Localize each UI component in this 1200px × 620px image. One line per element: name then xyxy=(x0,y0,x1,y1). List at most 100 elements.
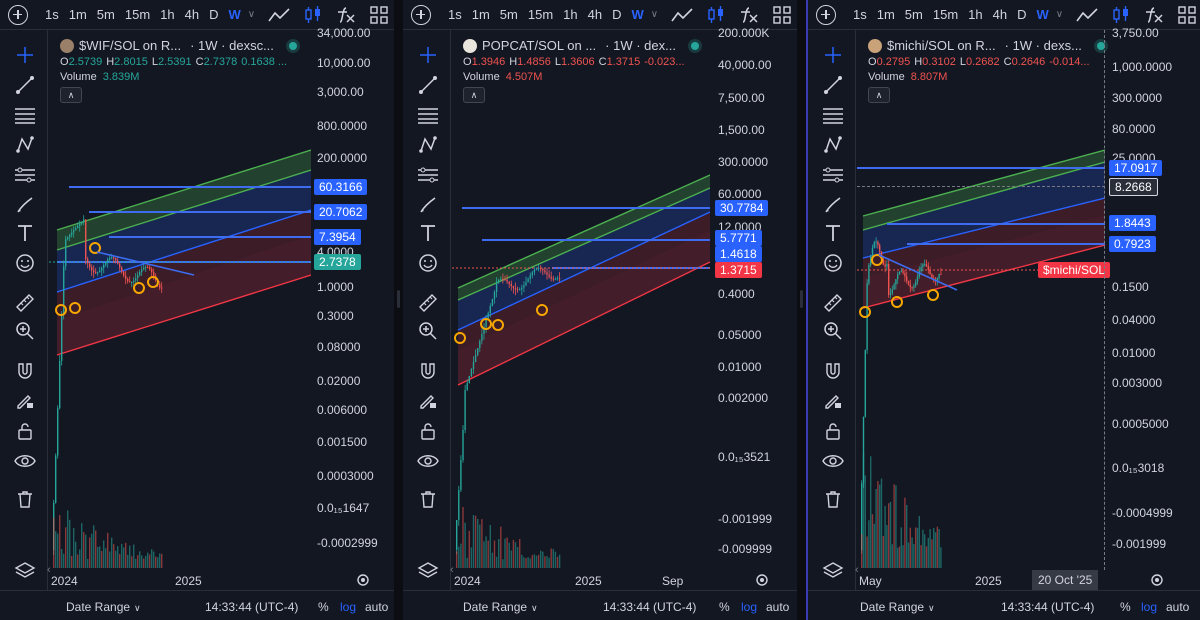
text-icon[interactable] xyxy=(822,222,844,244)
layers-icon[interactable] xyxy=(822,560,844,582)
price-scale[interactable]: 200.000K 40,000.00 7,500.00 1,500.00 300.000… xyxy=(714,26,797,590)
timeframe-5m[interactable]: 5m xyxy=(904,7,923,22)
lock-icon[interactable] xyxy=(14,420,36,442)
lock-drawing-icon[interactable] xyxy=(14,390,36,412)
timeframe-1m[interactable]: 1m xyxy=(471,7,490,22)
emoji-icon[interactable] xyxy=(822,252,844,274)
eye-icon[interactable] xyxy=(822,450,844,472)
log-toggle[interactable]: log xyxy=(741,600,758,614)
timeframe-4h[interactable]: 4h xyxy=(587,7,603,22)
timeframe-1h[interactable]: 1h xyxy=(968,7,983,22)
crosshair-icon[interactable] xyxy=(14,44,36,66)
divider-grip[interactable] xyxy=(397,290,400,308)
candles-icon[interactable] xyxy=(304,5,322,24)
auto-toggle[interactable]: auto xyxy=(365,600,389,614)
chart-canvas[interactable] xyxy=(857,30,1105,590)
timeframe-4h[interactable]: 4h xyxy=(992,7,1008,22)
fib-retracement-icon[interactable] xyxy=(417,104,439,126)
pattern-icon[interactable] xyxy=(14,134,36,156)
timeframe-W[interactable]: W xyxy=(631,7,644,22)
pattern-icon[interactable] xyxy=(822,134,844,156)
timeframe-5m[interactable]: 5m xyxy=(96,7,115,22)
time-scale[interactable]: 2024 2025 Sep ‹ xyxy=(450,564,768,590)
timeframe-W[interactable]: W xyxy=(228,7,241,22)
fib-retracement-icon[interactable] xyxy=(14,104,36,126)
trash-icon[interactable] xyxy=(822,488,844,510)
eye-icon[interactable] xyxy=(417,450,439,472)
candles-icon[interactable] xyxy=(1112,5,1130,24)
chevron-down-icon[interactable]: ∨ xyxy=(247,9,256,20)
price-scale[interactable]: 34,000.00 10,000.00 3,000.00 800.0000 200.00… xyxy=(313,26,394,590)
forecast-icon[interactable] xyxy=(14,164,36,186)
date-range-button[interactable]: Date Range ∨ xyxy=(860,600,935,614)
timeframe-1s[interactable]: 1s xyxy=(448,7,462,22)
layouts-icon[interactable] xyxy=(1178,5,1196,24)
timeframe-1s[interactable]: 1s xyxy=(853,7,867,22)
crosshair-icon[interactable] xyxy=(417,44,439,66)
settings-icon[interactable] xyxy=(1150,573,1164,587)
forecast-icon[interactable] xyxy=(822,164,844,186)
log-toggle[interactable]: log xyxy=(340,600,357,614)
layers-icon[interactable] xyxy=(14,560,36,582)
timeframe-15m[interactable]: 15m xyxy=(527,7,554,22)
text-icon[interactable] xyxy=(14,222,36,244)
chart-canvas[interactable] xyxy=(452,30,710,590)
timeframe-W[interactable]: W xyxy=(1036,7,1049,22)
date-range-button[interactable]: Date Range ∨ xyxy=(463,600,538,614)
trendline-icon[interactable] xyxy=(14,74,36,96)
timeframe-5m[interactable]: 5m xyxy=(499,7,518,22)
collapse-legend-button[interactable]: ∧ xyxy=(868,87,890,103)
timeframe-15m[interactable]: 15m xyxy=(932,7,959,22)
auto-toggle[interactable]: auto xyxy=(1166,600,1190,614)
trash-icon[interactable] xyxy=(417,488,439,510)
line-chart-icon[interactable] xyxy=(268,7,290,23)
trendline-icon[interactable] xyxy=(822,74,844,96)
timeframe-1s[interactable]: 1s xyxy=(45,7,59,22)
symbol-name[interactable]: $michi/SOL on R... xyxy=(887,38,996,53)
settings-icon[interactable] xyxy=(356,573,370,587)
timeframe-1h[interactable]: 1h xyxy=(160,7,175,22)
price-scale[interactable]: 3,750.00 1,000.0000 300.0000 80.0000 25.0000… xyxy=(1038,26,1200,590)
zoom-icon[interactable] xyxy=(14,320,36,342)
collapse-legend-button[interactable]: ∧ xyxy=(60,87,82,103)
chevron-down-icon[interactable]: ∨ xyxy=(1055,9,1064,20)
auto-toggle[interactable]: auto xyxy=(766,600,790,614)
emoji-icon[interactable] xyxy=(14,252,36,274)
ruler-icon[interactable] xyxy=(14,292,36,314)
log-toggle[interactable]: log xyxy=(1141,600,1158,614)
timeframe-D[interactable]: D xyxy=(612,7,622,22)
timeframe-1m[interactable]: 1m xyxy=(68,7,87,22)
fib-retracement-icon[interactable] xyxy=(822,104,844,126)
timeframe-1m[interactable]: 1m xyxy=(876,7,895,22)
symbol-name[interactable]: POPCAT/SOL on ... xyxy=(482,38,597,53)
add-symbol-icon[interactable] xyxy=(816,4,836,25)
magnet-icon[interactable] xyxy=(417,360,439,382)
lock-icon[interactable] xyxy=(417,420,439,442)
crosshair-icon[interactable] xyxy=(822,44,844,66)
chart-canvas[interactable] xyxy=(49,30,311,590)
add-symbol-icon[interactable] xyxy=(8,4,28,25)
trendline-icon[interactable] xyxy=(417,74,439,96)
settings-icon[interactable] xyxy=(755,573,769,587)
chevron-down-icon[interactable]: ∨ xyxy=(650,9,659,20)
percent-toggle[interactable]: % xyxy=(318,600,329,614)
panel-divider[interactable] xyxy=(394,0,403,620)
zoom-icon[interactable] xyxy=(417,320,439,342)
brush-icon[interactable] xyxy=(822,194,844,216)
timeframe-4h[interactable]: 4h xyxy=(184,7,200,22)
indicators-icon[interactable] xyxy=(1144,6,1164,24)
add-symbol-icon[interactable] xyxy=(411,4,431,25)
symbol-name[interactable]: $WIF/SOL on R... xyxy=(79,38,182,53)
emoji-icon[interactable] xyxy=(417,252,439,274)
lock-icon[interactable] xyxy=(822,420,844,442)
scroll-left-icon[interactable]: ‹ xyxy=(47,564,51,576)
candles-icon[interactable] xyxy=(707,5,725,24)
brush-icon[interactable] xyxy=(417,194,439,216)
magnet-icon[interactable] xyxy=(14,360,36,382)
panel-divider[interactable] xyxy=(797,0,806,620)
time-scale[interactable]: May 2025 20 Oct '25 ‹ xyxy=(855,564,1163,590)
forecast-icon[interactable] xyxy=(417,164,439,186)
divider-grip[interactable] xyxy=(800,290,803,308)
lock-drawing-icon[interactable] xyxy=(417,390,439,412)
scroll-left-icon[interactable]: ‹ xyxy=(450,564,454,576)
